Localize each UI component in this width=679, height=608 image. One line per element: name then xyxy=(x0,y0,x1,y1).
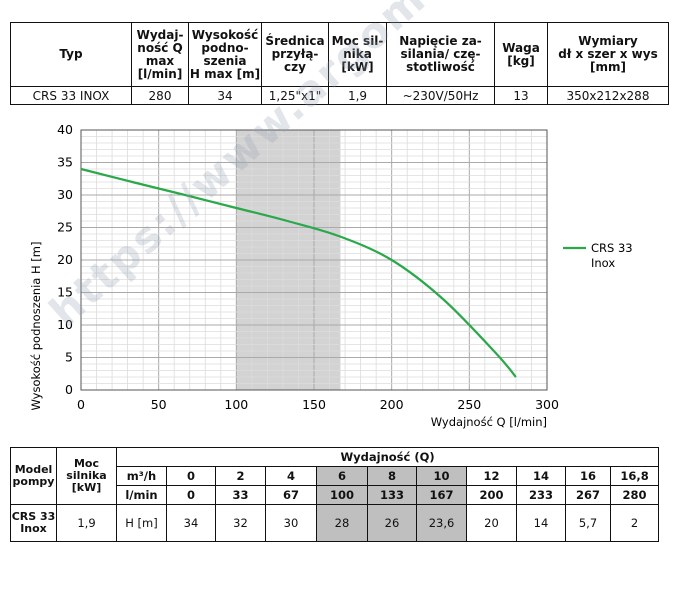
x-tick-label: 0 xyxy=(77,397,85,412)
perf-power-value: 1,9 xyxy=(56,504,117,542)
perf-m3h-cell: 14 xyxy=(516,466,566,486)
spec-header-voltage: Napięcie za- silania/ czę- stotliwość xyxy=(386,22,495,87)
perf-head-cell: 30 xyxy=(265,504,317,542)
perf-m3h-cell: 16,8 xyxy=(609,466,660,486)
perf-lmin-cell: 233 xyxy=(516,485,566,505)
spec-header-flow: Wydaj- ność Q max [l/min] xyxy=(131,22,189,87)
perf-head-row: CRS 33 Inox 1,9 H [m] 34 32 30 28 26 23,6 20 14… xyxy=(10,504,660,542)
perf-lmin-cell: 200 xyxy=(466,485,517,505)
perf-m3h-cell: 12 xyxy=(466,466,517,486)
perf-lmin-cell: 133 xyxy=(367,485,417,505)
y-axis-label: Wysokość podnoszenia H [m] xyxy=(29,242,43,411)
spec-voltage: ~230V/50Hz xyxy=(386,86,495,105)
y-tick-label: 15 xyxy=(57,285,73,300)
y-tick-label: 40 xyxy=(57,122,73,137)
perf-head-cell: 2 xyxy=(609,504,660,542)
perf-title-row: Model pompy Moc silnika [kW] Wydajność (… xyxy=(10,447,660,505)
spec-table: Typ Wydaj- ność Q max [l/min] Wysokość p… xyxy=(10,22,669,105)
perf-head-cell: 32 xyxy=(215,504,266,542)
perf-model-name: CRS 33 Inox xyxy=(10,504,57,542)
x-tick-label: 100 xyxy=(224,397,248,412)
legend-label-crs33-line1: CRS 33 xyxy=(591,241,633,255)
y-tick-label: 20 xyxy=(57,252,73,267)
spec-header-type: Typ xyxy=(10,22,132,87)
perf-lmin-label: l/min xyxy=(116,485,167,505)
series-line-crs33 xyxy=(80,167,517,378)
perf-lmin-cell: 267 xyxy=(565,485,611,505)
spec-header-weight: Waga [kg] xyxy=(494,22,548,87)
perf-m3h-cell: 2 xyxy=(215,466,266,486)
spec-dimensions: 350x212x288 xyxy=(547,86,669,105)
x-tick-label: 300 xyxy=(535,397,559,412)
perf-lmin-cell: 167 xyxy=(416,485,467,505)
pump-curve-chart: 0 5 10 15 20 25 30 35 40 0 50 100 150 200 250 300 Wyda… xyxy=(29,122,633,429)
y-tick-label: 0 xyxy=(65,382,73,397)
y-tick-label: 5 xyxy=(65,350,73,365)
perf-head-cell: 26 xyxy=(367,504,417,542)
perf-head-cell: 34 xyxy=(166,504,216,542)
perf-head-cell: 5,7 xyxy=(565,504,611,542)
y-tick-label: 25 xyxy=(57,220,73,235)
legend-label-crs33-line2: Inox xyxy=(591,256,615,270)
perf-head-cell: 23,6 xyxy=(416,504,467,542)
spec-power: 1,9 xyxy=(328,86,387,105)
spec-type: CRS 33 INOX xyxy=(10,86,132,105)
spec-header-row: Typ Wydaj- ność Q max [l/min] Wysokość p… xyxy=(10,22,669,87)
perf-lmin-row: l/min 0 33 67 100 133 167 200 233 267 280 xyxy=(11,485,660,505)
x-axis-label: Wydajność Q [l/min] xyxy=(431,415,547,429)
perf-m3h-cell: 0 xyxy=(166,466,216,486)
x-tick-label: 150 xyxy=(302,397,326,412)
perf-lmin-cell: 280 xyxy=(609,485,660,505)
perf-m3h-cell: 6 xyxy=(316,466,368,486)
perf-lmin-cell: 0 xyxy=(166,485,216,505)
perf-lmin-cell: 67 xyxy=(265,485,317,505)
x-tick-labels: 0 50 100 150 200 250 300 xyxy=(77,397,559,412)
x-tick-label: 200 xyxy=(380,397,404,412)
x-tick-label: 50 xyxy=(151,397,167,412)
spec-header-connection: Średnica przyłą- czy xyxy=(261,22,329,87)
spec-weight: 13 xyxy=(494,86,548,105)
spec-header-power: Moc sil- nika [kW] xyxy=(328,22,387,87)
spec-head: 34 xyxy=(188,86,262,105)
perf-lmin-cell: 33 xyxy=(215,485,266,505)
spec-header-head: Wysokość podno- szenia H max [m] xyxy=(188,22,262,87)
y-tick-label: 30 xyxy=(57,187,73,202)
perf-model-header: Model pompy xyxy=(10,447,57,505)
perf-m3h-row: m³/h 0 2 4 6 8 10 12 14 16 16,8 xyxy=(11,466,660,486)
y-tick-label: 10 xyxy=(57,317,73,332)
perf-head-cell: 14 xyxy=(516,504,566,542)
perf-lmin-cell: 100 xyxy=(316,485,368,505)
perf-head-cell: 20 xyxy=(466,504,517,542)
spec-connection: 1,25"x1" xyxy=(261,86,329,105)
y-tick-label: 35 xyxy=(57,155,73,170)
perf-flow-group-title: Wydajność (Q) xyxy=(115,447,660,467)
perf-m3h-label: m³/h xyxy=(116,466,167,486)
legend: CRS 33 Inox xyxy=(563,241,633,270)
spec-data-row: CRS 33 INOX 280 34 1,25"x1" 1,9 ~230V/50… xyxy=(10,86,669,105)
spec-header-dimensions: Wymiary dł x szer x wys [mm] xyxy=(547,22,669,87)
performance-table: Model pompy Moc silnika [kW] Wydajność (… xyxy=(10,447,660,542)
x-tick-label: 250 xyxy=(457,397,481,412)
series-layer xyxy=(80,167,517,378)
chart-grid xyxy=(81,130,547,390)
plot-frame xyxy=(80,129,548,391)
perf-power-header: Moc silnika [kW] xyxy=(56,447,117,505)
perf-m3h-cell: 4 xyxy=(265,466,317,486)
perf-m3h-cell: 16 xyxy=(565,466,611,486)
spec-flow: 280 xyxy=(131,86,189,105)
y-tick-labels: 0 5 10 15 20 25 30 35 40 xyxy=(57,122,73,397)
perf-head-cell: 28 xyxy=(316,504,368,542)
perf-m3h-cell: 10 xyxy=(416,466,467,486)
perf-m3h-cell: 8 xyxy=(367,466,417,486)
perf-head-label: H [m] xyxy=(116,504,167,542)
